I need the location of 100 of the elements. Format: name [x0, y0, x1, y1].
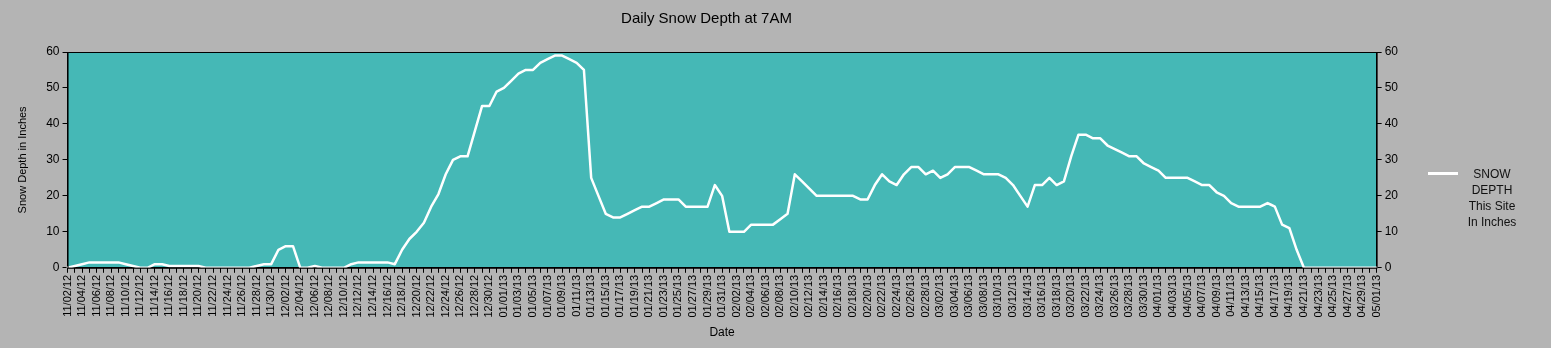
- x-tick-label: 12/04/12: [293, 274, 306, 318]
- x-tick-label: 02/04/13: [744, 274, 757, 318]
- x-tick-label: 12/22/12: [424, 274, 437, 318]
- x-tick-label: 11/10/12: [118, 274, 131, 317]
- x-tick-label: 02/16/13: [831, 274, 844, 318]
- x-tick-label: 01/09/13: [555, 274, 568, 318]
- x-tick-label: 02/10/13: [787, 274, 800, 318]
- x-tick-label: 03/20/13: [1064, 274, 1077, 318]
- x-tick-label: 03/02/13: [933, 274, 946, 318]
- x-tick-label: 04/17/13: [1267, 274, 1280, 318]
- y-tick-label: 10: [46, 224, 60, 239]
- x-tick-label: 01/31/13: [715, 274, 728, 318]
- x-tick-label: 11/14/12: [147, 274, 160, 317]
- x-tick-label: 12/12/12: [351, 274, 364, 318]
- x-tick-label: 02/26/13: [904, 274, 917, 318]
- x-tick-label: 04/27/13: [1340, 274, 1353, 318]
- x-tick-label: 04/03/13: [1166, 274, 1179, 318]
- x-tick-label: 04/15/13: [1253, 274, 1266, 318]
- x-tick-label: 01/11/13: [569, 274, 582, 317]
- x-tick-label: 12/14/12: [366, 274, 379, 318]
- x-tick-label: 11/12/12: [133, 274, 146, 317]
- x-tick-label: 12/18/12: [395, 274, 408, 318]
- x-tick-label: 01/03/13: [511, 274, 524, 318]
- x-tick-label: 04/25/13: [1326, 274, 1339, 318]
- y-tick-label: 60: [46, 44, 60, 59]
- x-tick-label: 04/13/13: [1238, 274, 1251, 318]
- y-tick-label: 30: [46, 152, 60, 167]
- x-tick-label: 11/26/12: [235, 274, 248, 317]
- x-tick-label: 02/18/13: [846, 274, 859, 318]
- y2-tick-label: 10: [1384, 224, 1399, 239]
- y2-tick-label: 60: [1384, 44, 1399, 59]
- x-tick-label: 01/27/13: [686, 274, 699, 318]
- x-tick-label: 01/23/13: [656, 274, 669, 318]
- x-tick-label: 02/02/13: [729, 274, 742, 318]
- x-tick-label: 03/10/13: [991, 274, 1004, 318]
- x-tick-label: 04/11/13: [1224, 274, 1237, 317]
- x-tick-label: 05/01/13: [1369, 274, 1382, 318]
- y2-tick-label: 50: [1384, 80, 1399, 95]
- x-tick-label: 03/06/13: [962, 274, 975, 318]
- x-tick-label: 01/19/13: [627, 274, 640, 318]
- y2-tick-label: 40: [1384, 116, 1399, 131]
- x-tick-label: 01/29/13: [700, 274, 713, 318]
- y-tick-label: 40: [46, 116, 60, 131]
- x-tick-label: 04/19/13: [1282, 274, 1295, 318]
- x-tick-label: 03/30/13: [1136, 274, 1149, 318]
- x-tick-label: 02/14/13: [816, 274, 829, 318]
- y-tick-label: 20: [46, 188, 60, 203]
- x-tick-label: 03/24/13: [1093, 274, 1106, 318]
- x-tick-label: 02/08/13: [773, 274, 786, 318]
- x-tick-label: 12/20/12: [409, 274, 422, 318]
- legend-label: SNOW DEPTH This Site In Inches: [1466, 166, 1518, 230]
- x-tick-label: 03/14/13: [1020, 274, 1033, 318]
- x-tick-label: 11/24/12: [220, 274, 233, 317]
- x-tick-label: 03/16/13: [1035, 274, 1048, 318]
- y-tick-label: 50: [46, 80, 60, 95]
- x-tick-label: 12/08/12: [322, 274, 335, 318]
- x-axis-title: Date: [709, 325, 736, 340]
- x-tick-label: 04/09/13: [1209, 274, 1222, 318]
- x-tick-label: 04/01/13: [1151, 274, 1164, 318]
- y2-tick-label: 0: [1384, 260, 1392, 275]
- x-tick-label: 12/16/12: [380, 274, 393, 318]
- x-tick-label: 04/05/13: [1180, 274, 1193, 318]
- x-tick-label: 12/26/12: [453, 274, 466, 318]
- x-tick-label: 02/24/13: [889, 274, 902, 318]
- x-tick-label: 11/02/12: [60, 274, 73, 317]
- y2-tick-label: 30: [1384, 152, 1399, 167]
- x-tick-label: 01/13/13: [584, 274, 597, 318]
- x-tick-label: 11/22/12: [206, 274, 219, 317]
- x-tick-label: 01/21/13: [642, 274, 655, 318]
- y-axis-title: Snow Depth in Inches: [15, 105, 28, 214]
- x-tick-label: 12/10/12: [336, 274, 349, 318]
- chart-title: Daily Snow Depth at 7AM: [621, 9, 792, 27]
- y2-tick-label: 20: [1384, 188, 1399, 203]
- x-tick-label: 03/12/13: [1006, 274, 1019, 318]
- x-tick-label: 11/30/12: [264, 274, 277, 317]
- x-tick-label: 11/04/12: [75, 274, 88, 317]
- x-tick-label: 03/08/13: [976, 274, 989, 318]
- x-tick-label: 12/02/12: [278, 274, 291, 318]
- x-tick-label: 02/22/13: [875, 274, 888, 318]
- x-tick-label: 11/18/12: [176, 274, 189, 317]
- x-tick-label: 01/17/13: [613, 274, 626, 318]
- x-tick-label: 12/06/12: [307, 274, 320, 318]
- x-tick-label: 04/23/13: [1311, 274, 1324, 318]
- x-tick-label: 02/28/13: [918, 274, 931, 318]
- x-tick-label: 03/04/13: [947, 274, 960, 318]
- x-tick-label: 01/01/13: [496, 274, 509, 318]
- x-tick-label: 11/08/12: [104, 274, 117, 317]
- x-tick-label: 02/20/13: [860, 274, 873, 318]
- x-tick-label: 01/15/13: [598, 274, 611, 318]
- x-tick-label: 02/12/13: [802, 274, 815, 318]
- x-tick-label: 12/28/12: [467, 274, 480, 318]
- x-tick-label: 01/25/13: [671, 274, 684, 318]
- x-tick-label: 11/20/12: [191, 274, 204, 317]
- x-tick-label: 02/06/13: [758, 274, 771, 318]
- x-tick-label: 04/21/13: [1296, 274, 1309, 318]
- x-tick-label: 03/28/13: [1122, 274, 1135, 318]
- x-tick-label: 03/22/13: [1078, 274, 1091, 318]
- x-tick-label: 03/18/13: [1049, 274, 1062, 318]
- x-tick-label: 11/28/12: [249, 274, 262, 317]
- x-tick-label: 12/24/12: [438, 274, 451, 318]
